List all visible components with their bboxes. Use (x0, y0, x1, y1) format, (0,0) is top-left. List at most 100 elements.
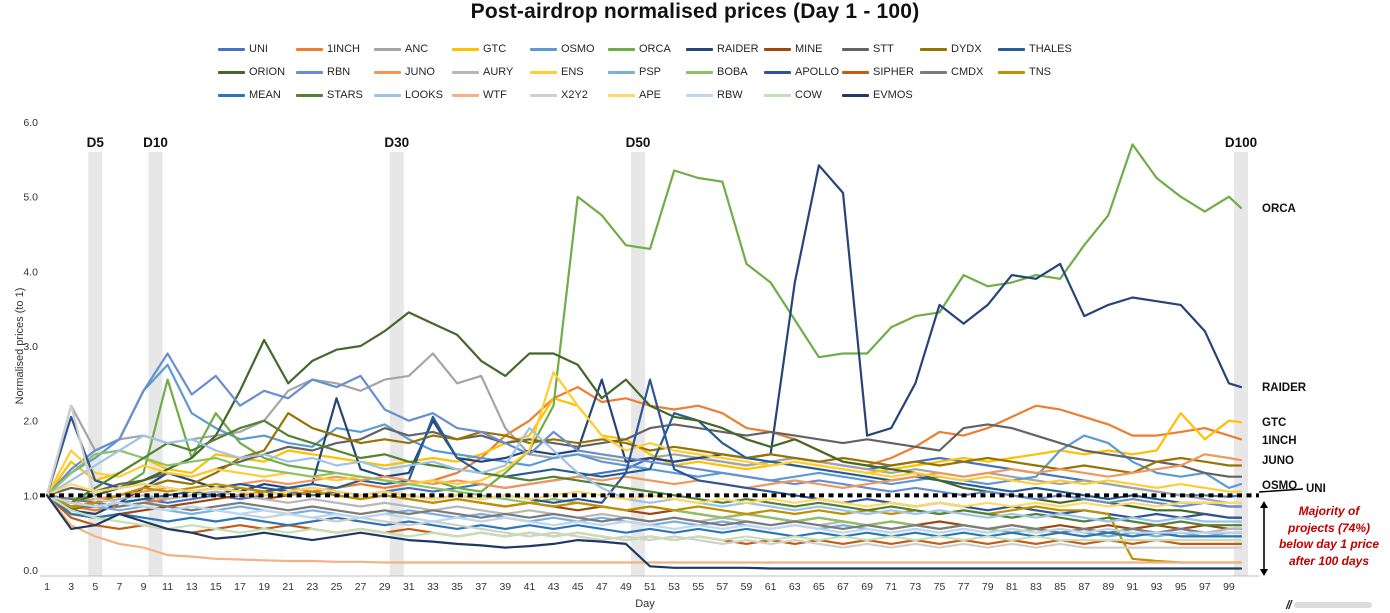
legend-item-MINE: MINE (764, 42, 842, 56)
legend-swatch-1INCH (296, 47, 323, 51)
legend-label-COW: COW (795, 89, 822, 101)
x-tick-73: 73 (910, 581, 922, 593)
legend-swatch-TNS (998, 70, 1025, 74)
annotation-line: projects (74%) (1287, 520, 1371, 535)
legend-label-CMDX: CMDX (951, 66, 984, 78)
legend-label-WTF: WTF (483, 89, 507, 101)
end-label-UNI: UNI (1306, 483, 1326, 495)
legend-item-X2Y2: X2Y2 (530, 88, 608, 102)
x-tick-33: 33 (427, 581, 439, 593)
x-tick-39: 39 (499, 581, 511, 593)
x-tick-13: 13 (186, 581, 198, 593)
watermark-marks: // (1286, 598, 1292, 612)
legend-item-ORION: ORION (218, 65, 296, 79)
annotation-majority-below-day1: Majority of projects (74%) below day 1 p… (1272, 503, 1386, 569)
legend-item-RBN: RBN (296, 65, 374, 79)
legend-item-UNI: UNI (218, 42, 296, 56)
end-label-JUNO: JUNO (1262, 455, 1294, 467)
legend-item-DYDX: DYDX (920, 42, 998, 56)
legend-label-ANC: ANC (405, 43, 429, 55)
legend-swatch-ORCA (608, 47, 635, 51)
legend-swatch-MEAN (218, 93, 245, 97)
legend-item-LOOKS: LOOKS (374, 88, 452, 102)
legend-label-DYDX: DYDX (951, 43, 982, 55)
series-line-COW (45, 494, 1243, 542)
legend-swatch-PSP (608, 70, 635, 74)
legend-item-STT: STT (842, 42, 920, 56)
legend-label-STT: STT (873, 43, 894, 55)
legend-label-APE: APE (639, 89, 662, 101)
legend-label-JUNO: JUNO (405, 66, 435, 78)
legend-label-MEAN: MEAN (249, 89, 281, 101)
x-tick-3: 3 (68, 581, 74, 593)
legend-swatch-RAIDER (686, 47, 713, 51)
x-tick-9: 9 (141, 581, 147, 593)
x-tick-51: 51 (644, 581, 656, 593)
y-tick-2.0: 2.0 (23, 416, 38, 428)
x-tick-75: 75 (934, 581, 946, 593)
legend-swatch-THALES (998, 47, 1025, 51)
legend-swatch-ORION (218, 70, 245, 74)
legend-label-MINE: MINE (795, 43, 823, 55)
legend-item-ENS: ENS (530, 65, 608, 79)
event-band-D30 (389, 152, 404, 576)
event-label-D5: D5 (87, 135, 105, 150)
legend-item-CMDX: CMDX (920, 65, 998, 79)
event-label-D10: D10 (143, 135, 168, 150)
series-line-ORCA (45, 143, 1243, 501)
legend-label-TNS: TNS (1029, 66, 1051, 78)
series-line-STT (45, 423, 1243, 497)
legend-swatch-GTC (452, 47, 479, 51)
legend-item-STARS: STARS (296, 88, 374, 102)
legend-swatch-APE (608, 93, 635, 97)
watermark: // (1286, 598, 1372, 612)
x-tick-71: 71 (885, 581, 897, 593)
x-tick-59: 59 (741, 581, 753, 593)
event-label-D50: D50 (626, 135, 651, 150)
x-tick-55: 55 (692, 581, 704, 593)
legend-item-ORCA: ORCA (608, 42, 686, 56)
legend-label-GTC: GTC (483, 43, 507, 55)
series-line-LOOKS (45, 427, 1243, 523)
legend-item-EVMOS: EVMOS (842, 88, 920, 102)
legend-swatch-LOOKS (374, 93, 401, 97)
legend-item-OSMO: OSMO (530, 42, 608, 56)
x-tick-19: 19 (258, 581, 270, 593)
series-line-JUNO (45, 453, 1243, 504)
x-tick-99: 99 (1223, 581, 1235, 593)
y-tick-1.0: 1.0 (23, 490, 38, 502)
x-tick-23: 23 (306, 581, 318, 593)
legend-swatch-RBN (296, 70, 323, 74)
x-tick-43: 43 (548, 581, 560, 593)
legend-swatch-SIPHER (842, 70, 869, 74)
legend-label-LOOKS: LOOKS (405, 89, 443, 101)
x-tick-25: 25 (331, 581, 343, 593)
legend-item-AURY: AURY (452, 65, 530, 79)
x-tick-61: 61 (765, 581, 777, 593)
series-line-ENS (45, 371, 1243, 497)
x-tick-83: 83 (1030, 581, 1042, 593)
legend-swatch-COW (764, 93, 791, 97)
x-tick-45: 45 (572, 581, 584, 593)
x-tick-85: 85 (1054, 581, 1066, 593)
legend-label-THALES: THALES (1029, 43, 1072, 55)
legend-swatch-ENS (530, 70, 557, 74)
x-tick-37: 37 (475, 581, 487, 593)
event-band-D100 (1234, 152, 1248, 576)
legend-label-SIPHER: SIPHER (873, 66, 914, 78)
x-tick-15: 15 (210, 581, 222, 593)
legend-swatch-UNI (218, 47, 245, 51)
x-tick-53: 53 (668, 581, 680, 593)
series-line-TNS (45, 483, 1243, 564)
event-label-D100: D100 (1225, 135, 1257, 150)
legend-label-X2Y2: X2Y2 (561, 89, 588, 101)
legend-swatch-AURY (452, 70, 479, 74)
legend-label-AURY: AURY (483, 66, 514, 78)
legend-item-1INCH: 1INCH (296, 42, 374, 56)
annotation-line: below day 1 price (1278, 537, 1380, 552)
x-tick-35: 35 (451, 581, 463, 593)
legend-swatch-JUNO (374, 70, 401, 74)
series-line-CMDX (45, 494, 1243, 534)
x-tick-81: 81 (1006, 581, 1018, 593)
